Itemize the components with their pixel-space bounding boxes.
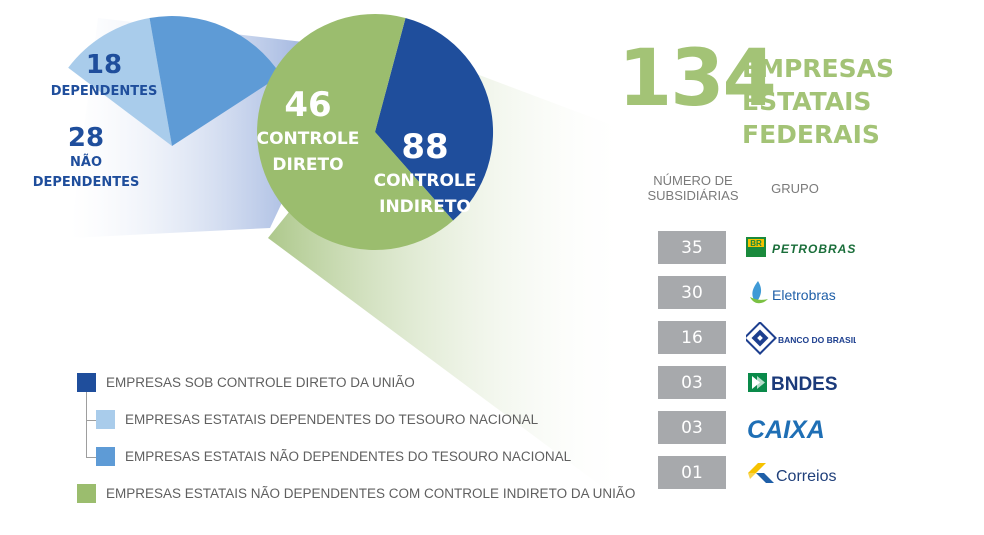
legend-item: EMPRESAS ESTATAIS NÃO DEPENDENTES DO TES… (96, 447, 571, 466)
legend-connector (86, 420, 96, 421)
count-cell: 30 (658, 276, 726, 309)
legend-label: EMPRESAS SOB CONTROLE DIRETO DA UNIÃO (106, 375, 415, 390)
column-header-subsidiaries-line2: SUBSIDIÁRIAS (647, 188, 739, 203)
column-header-subsidiaries: NÚMERO DE SUBSIDIÁRIAS (646, 173, 740, 203)
count-cell: 16 (658, 321, 726, 354)
count-cell: 01 (658, 456, 726, 489)
count-cell: 03 (658, 366, 726, 399)
eletrobras-logo-icon: Eletrobras (746, 277, 856, 310)
total-count: 134 (618, 34, 777, 124)
legend-label: EMPRESAS ESTATAIS DEPENDENTES DO TESOURO… (125, 412, 539, 427)
nao-dependentes-label-line1: NÃO (70, 154, 102, 170)
breakdown-slice (149, 16, 281, 147)
legend-item: EMPRESAS ESTATAIS NÃO DEPENDENTES COM CO… (77, 484, 635, 503)
direct-control-slice (375, 18, 494, 221)
caixa-logo-icon: CAIXA (746, 411, 856, 444)
nao-dependentes-label-line2: DEPENDENTES (33, 175, 140, 190)
legend-item: EMPRESAS SOB CONTROLE DIRETO DA UNIÃO (77, 373, 415, 392)
caixa-name: CAIXA (747, 416, 825, 444)
legend-label: EMPRESAS ESTATAIS NÃO DEPENDENTES DO TES… (125, 449, 572, 464)
count-cell: 03 (658, 411, 726, 444)
indirect-label-line1: CONTROLE (374, 171, 477, 191)
correios-logo-icon: Correios (746, 457, 856, 490)
legend-connector (86, 457, 96, 458)
total-title: EMPRESAS ESTATAIS FEDERAIS (742, 52, 984, 151)
petrobras-logo-icon: BR PETROBRAS (746, 231, 856, 264)
petrobras-name: PETROBRAS (772, 242, 856, 256)
indirect-control-slice (257, 14, 454, 251)
correios-name: Correios (776, 468, 836, 485)
banco-do-brasil-name: BANCO DO BRASIL (778, 335, 856, 345)
legend-connector (86, 392, 87, 458)
breakdown-slice (68, 18, 172, 146)
legend-swatch (96, 447, 115, 466)
legend-item: EMPRESAS ESTATAIS DEPENDENTES DO TESOURO… (96, 410, 538, 429)
nao-dependentes-value-label: 28 (68, 123, 104, 153)
column-header-subsidiaries-line1: NÚMERO DE (653, 173, 733, 188)
column-header-group: GRUPO (771, 181, 819, 196)
total-title-line2: ESTATAIS FEDERAIS (742, 87, 880, 149)
dependentes-label: DEPENDENTES (51, 84, 158, 99)
legend-swatch (96, 410, 115, 429)
count-cell: 35 (658, 231, 726, 264)
direct-value-label: 46 (284, 85, 331, 125)
bndes-logo-icon: BNDES (746, 366, 856, 399)
dependentes-value-label: 18 (86, 50, 122, 80)
svg-text:BR: BR (750, 239, 762, 248)
banco-do-brasil-logo-icon: BANCO DO BRASIL (746, 322, 856, 355)
legend-swatch (77, 484, 96, 503)
indirect-label-line2: INDIRETO (379, 197, 471, 217)
total-title-line1: EMPRESAS (742, 54, 894, 83)
bndes-name: BNDES (771, 374, 838, 395)
legend-label: EMPRESAS ESTATAIS NÃO DEPENDENTES COM CO… (106, 486, 636, 501)
legend-swatch (77, 373, 96, 392)
direct-label-line2: DIRETO (272, 155, 343, 175)
direct-label-line1: CONTROLE (257, 129, 360, 149)
indirect-value-label: 88 (401, 127, 448, 167)
eletrobras-name: Eletrobras (772, 287, 836, 303)
